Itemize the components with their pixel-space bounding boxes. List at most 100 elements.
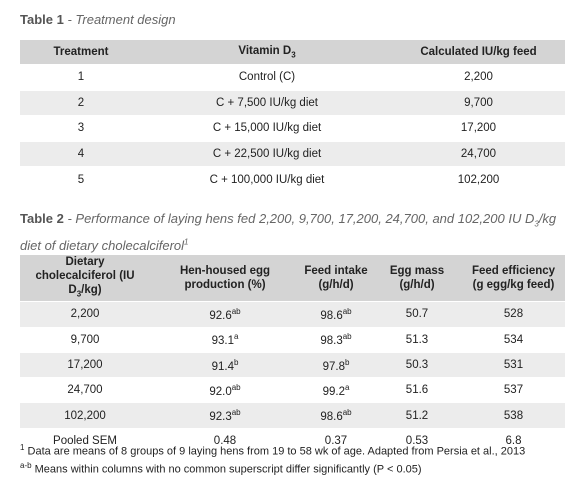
text-run: Vitamin D xyxy=(238,44,292,57)
cell: 537 xyxy=(462,377,565,403)
cell: 9,700 xyxy=(20,326,150,353)
cell: 97.8b xyxy=(300,351,372,378)
table1-title: Table 1 - Treatment design xyxy=(20,11,570,29)
header-cell: Treatment xyxy=(20,40,142,65)
sup-text: b xyxy=(344,357,350,367)
sup-text: 1 xyxy=(20,443,25,452)
header-cell: Egg mass (g/h/d) xyxy=(372,255,462,302)
cell: 538 xyxy=(462,402,565,429)
text-run: Dietary cholecalciferol (IU D xyxy=(35,256,135,296)
header-cell: Calculated IU/kg feed xyxy=(392,40,565,65)
table2-title: Table 2 - Performance of laying hens fed… xyxy=(20,210,570,255)
sup-text: ab xyxy=(342,408,352,418)
table-caption: - Treatment design xyxy=(67,12,176,27)
cell: 0.48 xyxy=(150,427,300,454)
row: 1 Control (C) 2,200 xyxy=(20,64,565,91)
sub-text: 3 xyxy=(534,219,539,229)
cell: 6.8 xyxy=(462,427,565,454)
row: 24,700 92.0ab 99.2a 51.6 537 xyxy=(20,377,565,403)
sup-text: ab xyxy=(342,332,352,342)
cell: 2,200 xyxy=(20,301,150,328)
table1: Treatment Vitamin D3 Calculated IU/kg feed… xyxy=(20,40,565,192)
cell: 9,700 xyxy=(392,89,565,116)
table2: Dietary cholecalciferol (IU D3/kg) Hen-ho… xyxy=(20,255,565,454)
cell: Control (C) xyxy=(142,64,392,91)
cell: 1 xyxy=(20,64,142,91)
cell: 17,200 xyxy=(392,115,565,142)
text-run: Data are means of 8 groups of 9 laying h… xyxy=(24,445,526,458)
cell: 51.2 xyxy=(372,402,462,429)
text-run: 92.3 xyxy=(209,411,232,424)
header-row: Treatment Vitamin D3 Calculated IU/kg feed xyxy=(20,40,565,65)
cell: 99.2a xyxy=(300,377,372,403)
text-run: /kg) xyxy=(81,284,102,296)
row: 17,200 91.4b 97.8b 50.3 531 xyxy=(20,351,565,378)
cell: 3 xyxy=(20,115,142,142)
text-run: 98.6 xyxy=(320,411,343,424)
text-run: 91.4 xyxy=(211,360,234,373)
cell: 91.4b xyxy=(150,351,300,378)
cell: 50.7 xyxy=(372,301,462,328)
sub-text: 3 xyxy=(76,289,82,299)
sup-text: a xyxy=(233,332,239,342)
sup-text: ab xyxy=(231,382,241,392)
footnote: a-b Means within columns with no common … xyxy=(20,461,580,476)
sub-text: 3 xyxy=(291,50,296,60)
row: Pooled SEM 0.48 0.37 0.53 6.8 xyxy=(20,427,565,454)
cell: 93.1a xyxy=(150,326,300,353)
cell: 2 xyxy=(20,89,142,116)
cell: C + 22,500 IU/kg diet xyxy=(142,140,392,167)
cell: C + 15,000 IU/kg diet xyxy=(142,115,392,142)
text-run: 97.8 xyxy=(322,360,345,373)
sup-text: ab xyxy=(231,408,241,418)
text-run: 98.3 xyxy=(320,335,343,348)
text-run: 92.0 xyxy=(209,385,232,398)
table-label: Table 1 xyxy=(20,12,64,27)
cell: Pooled SEM xyxy=(20,427,150,454)
cell: 92.0ab xyxy=(150,377,300,403)
cell: 51.3 xyxy=(372,326,462,353)
footnote: 1 Data are means of 8 groups of 9 laying… xyxy=(20,443,580,458)
row: 2,200 92.6ab 98.6ab 50.7 528 xyxy=(20,301,565,328)
row: 102,200 92.3ab 98.6ab 51.2 538 xyxy=(20,402,565,429)
cell: 5 xyxy=(20,166,142,192)
cell: 24,700 xyxy=(392,140,565,167)
cell: C + 7,500 IU/kg diet xyxy=(142,89,392,116)
cell: 92.6ab xyxy=(150,301,300,328)
header-row: Dietary cholecalciferol (IU D3/kg) Hen-ho… xyxy=(20,255,565,302)
cell: 98.3ab xyxy=(300,326,372,353)
header-cell: Feed intake (g/h/d) xyxy=(300,255,372,302)
header-cell: Dietary cholecalciferol (IU D3/kg) xyxy=(20,255,150,302)
sup-text: 1 xyxy=(184,237,189,247)
header-cell: Vitamin D3 xyxy=(142,40,392,65)
cell: 51.6 xyxy=(372,377,462,403)
text-run: 92.6 xyxy=(209,309,232,322)
cell: 528 xyxy=(462,301,565,328)
cell: 92.3ab xyxy=(150,402,300,429)
text-run: 99.2 xyxy=(322,385,345,398)
cell: 531 xyxy=(462,351,565,378)
cell: 534 xyxy=(462,326,565,353)
sup-text: a-b xyxy=(20,461,32,470)
text-run: 98.6 xyxy=(320,309,343,322)
table-label: Table 2 xyxy=(20,211,64,226)
cell: C + 100,000 IU/kg diet xyxy=(142,166,392,192)
sup-text: ab xyxy=(231,307,241,317)
cell: 17,200 xyxy=(20,351,150,378)
header-cell: Hen-housed egg production (%) xyxy=(150,255,300,302)
cell: 24,700 xyxy=(20,377,150,403)
cell: 98.6ab xyxy=(300,301,372,328)
cell: 4 xyxy=(20,140,142,167)
row: 9,700 93.1a 98.3ab 51.3 534 xyxy=(20,326,565,353)
cell: 102,200 xyxy=(392,166,565,192)
table-caption: - Performance of laying hens fed 2,200, … xyxy=(20,211,556,253)
text-run: - Performance of laying hens fed 2,200, … xyxy=(67,211,535,226)
sup-text: ab xyxy=(342,307,352,317)
cell: 0.53 xyxy=(372,427,462,454)
sup-text: b xyxy=(233,357,239,367)
text-run: Means within columns with no common supe… xyxy=(31,463,422,476)
